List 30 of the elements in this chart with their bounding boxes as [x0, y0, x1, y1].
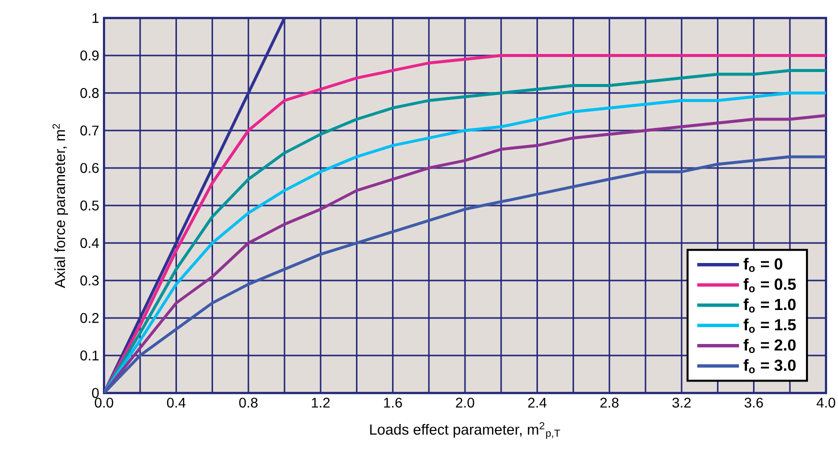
- x-tick-label: 0.0: [94, 398, 114, 408]
- y-tick-label: 0.8: [80, 88, 99, 98]
- y-tick-label: 0.1: [80, 350, 99, 360]
- x-tick-label: 3.6: [744, 398, 763, 408]
- legend-label: f$_{o}$ = 1.0: [744, 298, 796, 312]
- legend-label: f$_{o}$ = 3.0: [744, 359, 796, 374]
- y-tick-label: 1: [92, 13, 99, 23]
- y-tick-label: 0: [92, 388, 99, 398]
- x-tick-label: 0.4: [167, 398, 186, 408]
- x-tick-label: 2.0: [456, 398, 474, 408]
- y-tick-label: 0.9: [80, 50, 99, 60]
- x-tick-label: 2.8: [600, 398, 619, 408]
- legend-label: f$_{o}$ = 0.5: [744, 278, 796, 292]
- y-tick-label: 0.5: [80, 200, 99, 210]
- y-tick-label: 0.4: [80, 238, 99, 248]
- y-tick-label: 0.6: [80, 163, 99, 173]
- y-tick-label: 0.7: [80, 126, 99, 136]
- x-tick-label: 2.4: [528, 398, 547, 408]
- legend-label: f$_{o}$ = 1.5: [744, 318, 796, 333]
- x-tick-label: 1.2: [312, 398, 330, 408]
- y-tick-label: 0.2: [80, 313, 99, 323]
- x-tick-label: 4.0: [816, 398, 836, 408]
- legend-label: f$_{o}$ = 0: [744, 258, 782, 272]
- x-axis-title: Loads effect parameter, m$^{2}$p,T: [370, 422, 560, 439]
- x-tick-label: 1.6: [384, 398, 402, 408]
- x-tick-label: 0.8: [239, 398, 258, 408]
- x-tick-label: 3.2: [672, 398, 691, 408]
- y-axis-title: Axial force parameter, m$^{2}$: [52, 124, 68, 288]
- legend-label: f$_{o}$ = 2.0: [744, 338, 796, 353]
- y-tick-label: 0.3: [80, 276, 99, 286]
